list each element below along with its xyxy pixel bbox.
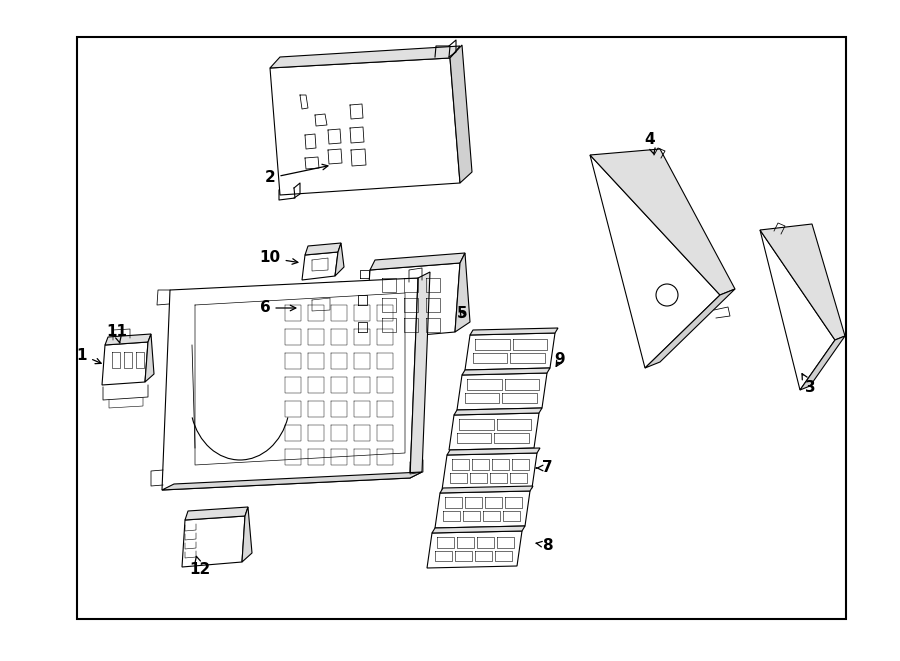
Polygon shape xyxy=(760,224,845,340)
Text: 5: 5 xyxy=(456,307,467,321)
Polygon shape xyxy=(305,243,341,255)
Text: 1: 1 xyxy=(76,348,101,364)
Polygon shape xyxy=(270,58,460,195)
Polygon shape xyxy=(370,253,465,270)
Polygon shape xyxy=(162,278,418,490)
Polygon shape xyxy=(760,230,835,390)
Polygon shape xyxy=(105,334,151,345)
Polygon shape xyxy=(800,336,845,390)
Polygon shape xyxy=(449,413,539,450)
Polygon shape xyxy=(462,368,550,375)
Polygon shape xyxy=(365,263,460,340)
Text: 8: 8 xyxy=(536,537,553,553)
Polygon shape xyxy=(470,328,558,335)
Polygon shape xyxy=(242,507,252,562)
Polygon shape xyxy=(305,282,342,295)
Text: 6: 6 xyxy=(259,301,296,315)
Text: 4: 4 xyxy=(644,132,655,154)
Polygon shape xyxy=(435,491,530,528)
Text: 3: 3 xyxy=(802,373,815,395)
Polygon shape xyxy=(102,342,148,385)
Polygon shape xyxy=(455,253,470,332)
Polygon shape xyxy=(440,486,533,493)
Polygon shape xyxy=(427,531,522,568)
Text: 9: 9 xyxy=(554,352,565,368)
Polygon shape xyxy=(442,453,537,490)
Bar xyxy=(77,37,846,619)
Polygon shape xyxy=(302,252,338,280)
Text: 11: 11 xyxy=(106,325,128,343)
Polygon shape xyxy=(432,526,525,533)
Polygon shape xyxy=(335,243,344,276)
Text: 2: 2 xyxy=(265,165,328,186)
Polygon shape xyxy=(457,373,547,410)
Polygon shape xyxy=(162,472,422,490)
Polygon shape xyxy=(590,149,735,295)
Polygon shape xyxy=(450,45,472,183)
Polygon shape xyxy=(185,507,248,520)
Polygon shape xyxy=(410,272,430,478)
Polygon shape xyxy=(447,448,540,455)
Polygon shape xyxy=(465,333,555,370)
Polygon shape xyxy=(337,282,346,316)
Polygon shape xyxy=(270,46,460,68)
Text: 12: 12 xyxy=(189,557,211,578)
Polygon shape xyxy=(645,289,735,368)
Polygon shape xyxy=(182,516,245,567)
Polygon shape xyxy=(302,291,340,320)
Text: 7: 7 xyxy=(536,461,553,475)
Polygon shape xyxy=(145,334,154,382)
Polygon shape xyxy=(590,155,720,368)
Text: 10: 10 xyxy=(259,251,298,266)
Polygon shape xyxy=(454,408,542,415)
